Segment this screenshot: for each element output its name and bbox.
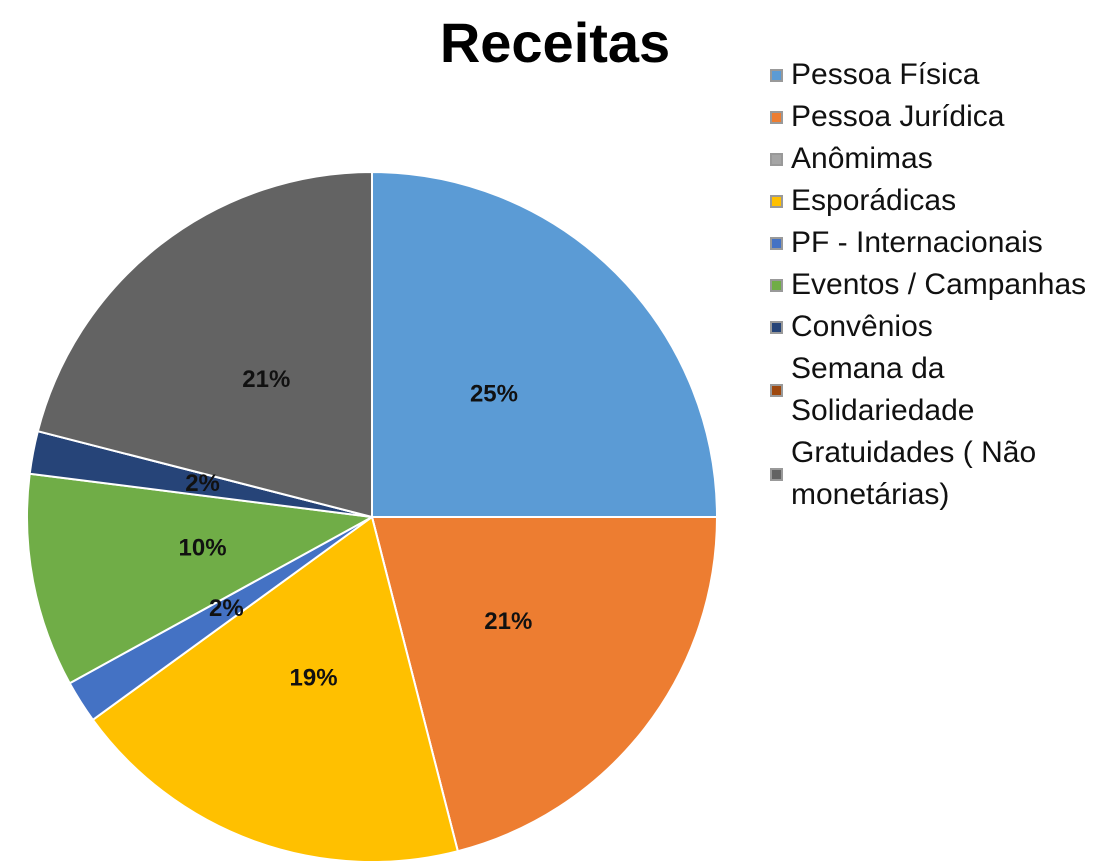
legend-item: Esporádicas bbox=[770, 180, 1112, 222]
data-label: 19% bbox=[290, 665, 338, 692]
data-label: 10% bbox=[179, 535, 227, 562]
legend-label: Gratuidades ( Não monetárias) bbox=[791, 436, 1037, 511]
legend-item: Eventos / Campanhas bbox=[770, 264, 1112, 306]
legend-swatch bbox=[770, 110, 783, 124]
legend-swatch bbox=[770, 236, 783, 250]
legend-swatch bbox=[770, 278, 783, 292]
legend-label: Esporádicas bbox=[791, 184, 957, 217]
pie-slice bbox=[26, 472, 376, 685]
legend-swatch bbox=[770, 383, 783, 397]
pie-slice bbox=[91, 515, 460, 861]
legend-label: Pessoa Física bbox=[791, 58, 980, 91]
data-label: 21% bbox=[484, 608, 532, 635]
chart: Receitas 25% 21% 19% 2% 10% 2% 21% bbox=[26, 11, 719, 861]
legend-swatch bbox=[770, 467, 783, 481]
legend-label: Pessoa Jurídica bbox=[791, 100, 1005, 133]
legend-label: Convênios bbox=[791, 310, 933, 343]
pie bbox=[26, 170, 719, 861]
legend-label: Eventos / Campanhas bbox=[791, 268, 1087, 301]
data-label: 21% bbox=[242, 366, 290, 393]
legend-item: PF - Internacionais bbox=[770, 222, 1112, 264]
legend-item: Gratuidades ( Não monetárias) bbox=[770, 432, 1112, 516]
pie-slice bbox=[370, 516, 719, 853]
data-label: 2% bbox=[209, 595, 244, 622]
legend-item: Semana da Solidariedade bbox=[770, 348, 1112, 432]
legend-swatch bbox=[770, 68, 783, 82]
pie-slice bbox=[36, 170, 373, 519]
legend-swatch bbox=[770, 152, 783, 166]
data-label: 2% bbox=[185, 470, 220, 497]
chart-title: Receitas bbox=[440, 11, 670, 74]
legend-swatch bbox=[770, 320, 783, 334]
legend-label: Anômimas bbox=[791, 142, 933, 175]
legend: Pessoa Física Pessoa Jurídica Anômimas Espo… bbox=[770, 54, 1112, 516]
data-label: 25% bbox=[470, 380, 518, 407]
legend-item: Pessoa Jurídica bbox=[770, 96, 1112, 138]
legend-label: PF - Internacionais bbox=[791, 226, 1043, 259]
legend-swatch bbox=[770, 194, 783, 208]
legend-item: Convênios bbox=[770, 306, 1112, 348]
pie-slice bbox=[371, 170, 719, 518]
legend-item: Pessoa Física bbox=[770, 54, 1112, 96]
legend-item: Anômimas bbox=[770, 138, 1112, 180]
legend-label: Semana da Solidariedade bbox=[791, 352, 975, 427]
